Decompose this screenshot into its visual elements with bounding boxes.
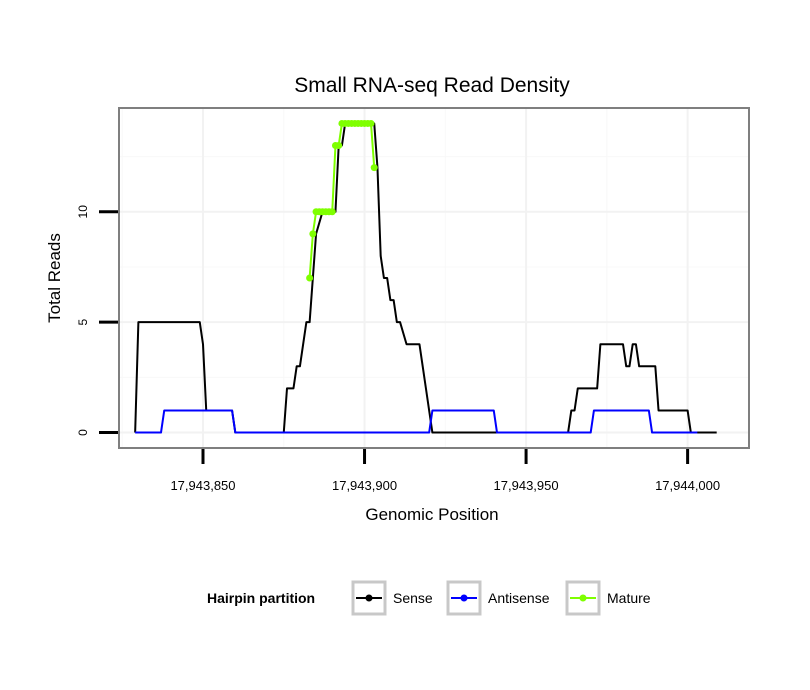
data-point-mature <box>306 274 314 282</box>
legend-label-mature: Mature <box>607 590 651 606</box>
grid-lines <box>119 108 749 448</box>
plot-panel-border <box>118 107 750 449</box>
x-tick-label: 17,943,950 <box>494 478 559 493</box>
x-tick-label: 17,944,000 <box>655 478 720 493</box>
chart-title: Small RNA-seq Read Density <box>294 74 570 97</box>
data-point-mature <box>370 164 378 172</box>
series-line-antisense <box>135 409 698 434</box>
x-tick-label: 17,943,900 <box>332 478 397 493</box>
data-point-mature <box>309 230 317 238</box>
legend-item-sense: Sense <box>351 580 433 616</box>
x-tick-label: 17,943,850 <box>170 478 235 493</box>
legend-item-mature: Mature <box>565 580 651 616</box>
legend: Hairpin partition Sense Antisense Mature <box>207 580 651 616</box>
legend-item-antisense: Antisense <box>446 580 550 616</box>
legend-point-sense <box>365 594 373 602</box>
y-tick-label: 5 <box>76 318 90 325</box>
legend-label-sense: Sense <box>393 590 433 606</box>
legend-label-antisense: Antisense <box>488 590 550 606</box>
legend-point-mature <box>579 594 587 602</box>
y-tick-label: 10 <box>76 205 90 219</box>
series-line-sense <box>134 122 717 434</box>
x-axis-title: Genomic Position <box>365 505 498 524</box>
data-point-mature <box>328 208 336 216</box>
data-point-mature <box>335 142 343 150</box>
plot-panel <box>119 108 749 448</box>
data-point-mature <box>367 119 375 127</box>
y-tick-label: 0 <box>76 429 90 436</box>
legend-title: Hairpin partition <box>207 590 315 606</box>
y-axis-ticks: 0 5 10 <box>76 205 118 436</box>
y-axis-title: Total Reads <box>45 233 64 323</box>
mature-points <box>306 119 378 282</box>
legend-point-antisense <box>460 594 468 602</box>
x-axis-ticks: 17,943,850 17,943,900 17,943,950 17,944,000 <box>170 449 720 493</box>
